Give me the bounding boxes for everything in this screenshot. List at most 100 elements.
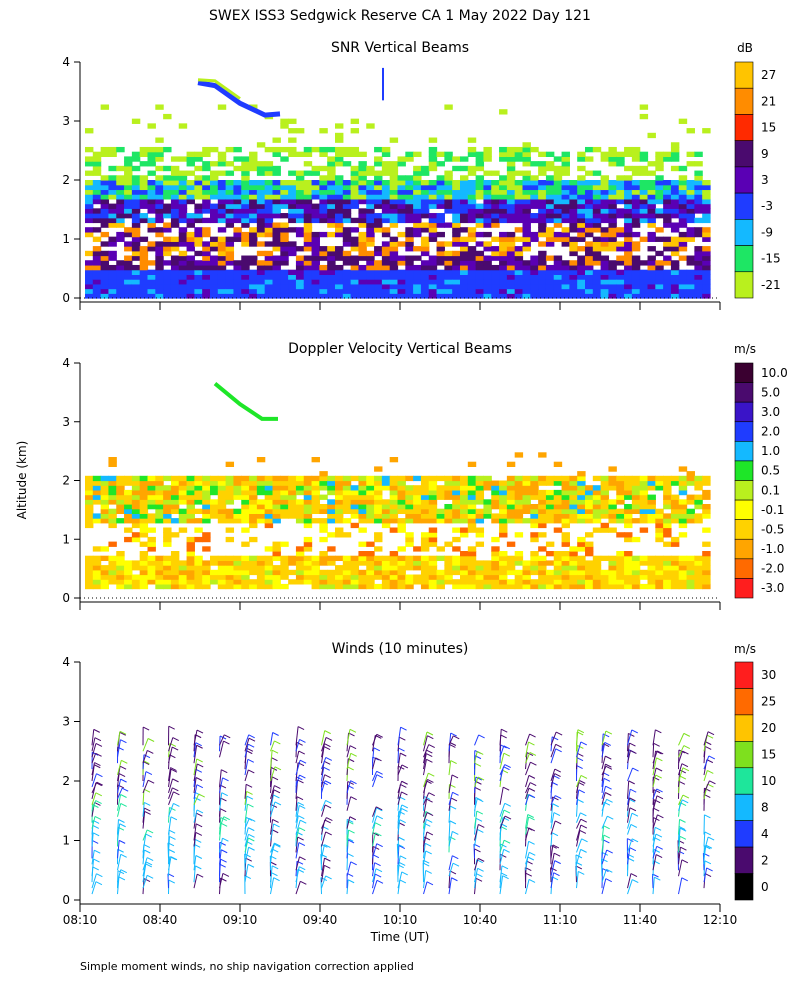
heatmap-cell — [491, 274, 500, 280]
wind-barb — [423, 792, 430, 805]
heatmap-cell — [233, 231, 242, 238]
heatmap-cell — [350, 274, 360, 280]
heatmap-cell — [303, 189, 313, 195]
heatmap-cell — [522, 518, 531, 524]
heatmap-cell — [210, 255, 219, 261]
heatmap-cell — [538, 198, 547, 205]
heatmap-cell — [678, 555, 688, 561]
wind-barb — [193, 777, 197, 793]
heatmap-cell — [186, 231, 195, 238]
heatmap-cell — [202, 574, 211, 580]
heatmap-cell — [139, 494, 149, 500]
wind-barb-flag — [581, 838, 588, 843]
heatmap-cell — [397, 274, 406, 280]
heatmap-cell — [170, 246, 180, 252]
heatmap-cell — [241, 288, 250, 294]
heatmap-cell — [381, 269, 391, 275]
wind-barb-flag — [656, 757, 663, 762]
wind-barb — [703, 755, 710, 770]
heatmap-cell — [428, 203, 438, 209]
heatmap-cell — [522, 180, 531, 186]
heatmap-cell — [647, 283, 656, 290]
heatmap-cell — [233, 194, 242, 200]
heatmap-cell — [303, 274, 313, 280]
heatmap-cell — [413, 264, 422, 271]
heatmap-cell — [311, 184, 320, 191]
wind-barb-flag — [654, 826, 662, 831]
heatmap-cell — [499, 508, 508, 514]
heatmap-cell — [163, 565, 172, 571]
heatmap-cell — [139, 274, 149, 280]
heatmap-cell — [335, 489, 344, 496]
heatmap-cell — [608, 269, 617, 275]
heatmap-cell — [694, 518, 703, 524]
heatmap-cell — [139, 508, 149, 514]
heatmap-cell — [608, 151, 617, 157]
heatmap-cell — [592, 513, 602, 519]
heatmap-cell — [335, 480, 344, 486]
wind-barb-flag — [296, 796, 304, 801]
heatmap-cell — [483, 151, 492, 157]
heatmap-cell — [155, 504, 164, 510]
heatmap-cell — [506, 288, 516, 294]
heatmap-cell — [499, 527, 508, 533]
heatmap-cell — [85, 208, 94, 214]
heatmap-cell — [335, 194, 344, 200]
heatmap-cell — [702, 583, 711, 590]
heatmap-cell — [467, 293, 477, 299]
heatmap-cell — [545, 551, 555, 557]
heatmap-cell — [405, 260, 414, 266]
wind-barb-flag — [399, 819, 406, 824]
heatmap-cell — [280, 274, 289, 280]
heatmap-cell — [452, 156, 461, 162]
heatmap-cell — [491, 208, 500, 214]
heatmap-cell — [483, 146, 492, 153]
heatmap-cell — [702, 527, 711, 533]
heatmap-cell — [467, 583, 477, 590]
wind-barb — [91, 782, 98, 794]
heatmap-cell — [381, 227, 391, 233]
heatmap-cell — [124, 579, 133, 585]
heatmap-cell — [202, 504, 211, 510]
heatmap-cell — [335, 513, 344, 519]
heatmap-cell — [585, 499, 594, 505]
heatmap-cell — [225, 565, 235, 571]
heatmap-cell — [92, 260, 102, 266]
heatmap-cell — [624, 246, 633, 252]
heatmap-cell — [420, 241, 430, 247]
heatmap-cell — [358, 551, 367, 557]
heatmap-cell — [389, 565, 399, 571]
heatmap-cell — [92, 480, 102, 486]
heatmap-cell — [639, 208, 649, 214]
wind-barb-flag — [449, 742, 457, 746]
heatmap-cell — [163, 222, 172, 228]
heatmap-cell — [139, 279, 149, 285]
heatmap-cell — [600, 579, 610, 585]
heatmap-cell — [420, 260, 430, 266]
heatmap-cell — [319, 208, 328, 214]
heatmap-cell — [577, 156, 586, 162]
wind-barb-flag — [629, 847, 637, 852]
heatmap-cell — [577, 579, 586, 585]
heatmap-cell — [381, 184, 391, 191]
heatmap-cell — [272, 198, 281, 205]
heatmap-cell — [342, 241, 352, 247]
heatmap-cell — [538, 170, 547, 176]
heatmap-cell — [491, 293, 500, 299]
wind-barb — [270, 766, 276, 782]
heatmap-cell — [194, 555, 203, 561]
heatmap-cell — [350, 522, 360, 529]
heatmap-cell — [413, 475, 422, 482]
heatmap-cell — [288, 213, 297, 219]
wind-barb-flag — [475, 817, 483, 822]
heatmap-cell — [116, 485, 125, 491]
wind-barb-flag — [246, 750, 253, 755]
wind-barb — [423, 843, 426, 859]
heatmap-cell — [694, 583, 703, 590]
heatmap-cell — [655, 480, 664, 486]
heatmap-cell — [303, 293, 313, 299]
heatmap-cell — [702, 198, 711, 205]
wind-barb — [678, 877, 683, 895]
heatmap-cell — [631, 489, 641, 496]
heatmap-cell — [225, 213, 235, 219]
